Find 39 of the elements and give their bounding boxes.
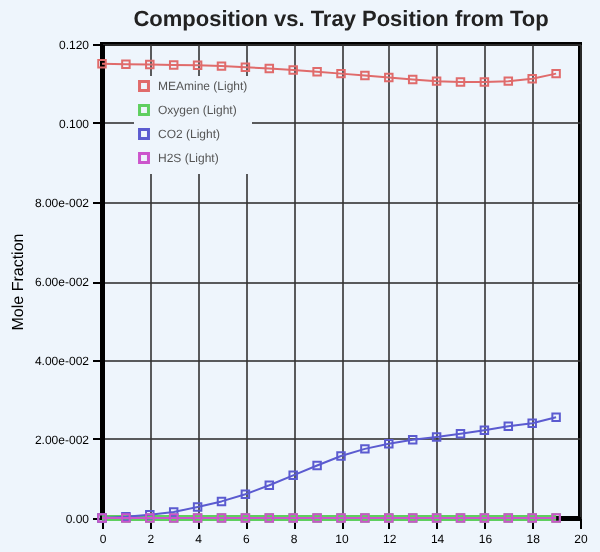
point xyxy=(216,61,227,71)
point xyxy=(360,444,370,454)
point xyxy=(288,65,298,75)
y-axis-title: Mole Fraction xyxy=(8,233,27,331)
point xyxy=(479,77,490,87)
point xyxy=(336,68,346,79)
point xyxy=(336,451,346,461)
point xyxy=(312,460,322,471)
point xyxy=(527,418,537,428)
point xyxy=(455,429,466,439)
point xyxy=(264,480,275,490)
chart-title: Composition vs. Tray Position from Top xyxy=(133,8,550,32)
point xyxy=(312,66,322,77)
point xyxy=(168,60,179,70)
point xyxy=(264,63,275,74)
point xyxy=(527,74,537,84)
point xyxy=(551,412,561,423)
point xyxy=(97,59,107,69)
point xyxy=(360,70,370,81)
point xyxy=(240,489,251,500)
point xyxy=(384,439,394,449)
point xyxy=(503,76,514,86)
point xyxy=(407,435,418,445)
point xyxy=(455,77,466,87)
point xyxy=(288,470,298,481)
point xyxy=(407,74,418,85)
point xyxy=(240,62,251,73)
point xyxy=(384,72,394,83)
point xyxy=(431,76,442,86)
point xyxy=(551,68,561,79)
point xyxy=(192,60,203,71)
point xyxy=(479,425,490,436)
point xyxy=(503,421,514,432)
point xyxy=(192,502,203,512)
point xyxy=(216,496,227,507)
point xyxy=(121,59,131,69)
point xyxy=(145,59,155,70)
point xyxy=(431,432,442,442)
point xyxy=(168,507,179,517)
